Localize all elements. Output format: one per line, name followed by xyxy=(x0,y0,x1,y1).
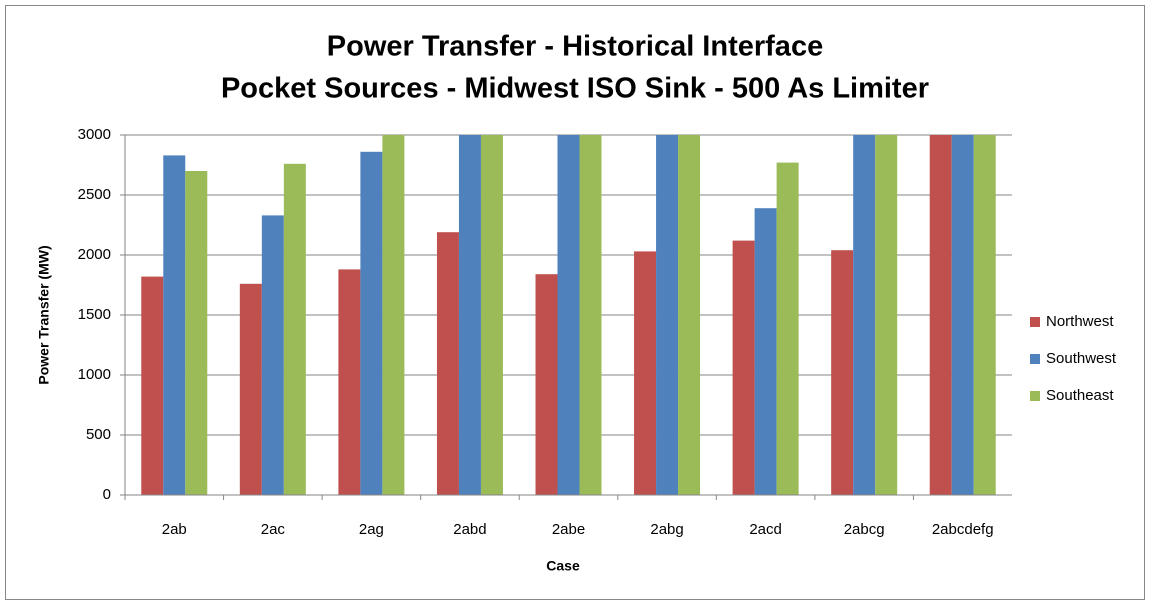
y-tick-label: 2500 xyxy=(78,186,111,203)
y-tick-label: 0 xyxy=(103,486,111,503)
bar xyxy=(776,162,799,495)
legend-swatch xyxy=(1030,354,1040,364)
chart-title: Power Transfer - Historical Interface xyxy=(327,31,823,63)
x-tick-label: 2abcg xyxy=(844,521,885,538)
bar xyxy=(239,283,262,495)
bar xyxy=(557,135,580,495)
bar xyxy=(951,135,974,495)
bar xyxy=(853,135,876,495)
bar xyxy=(656,135,679,495)
y-tick-label: 1500 xyxy=(78,306,111,323)
x-axis-title: Case xyxy=(546,558,580,574)
bar xyxy=(579,135,602,495)
y-tick-label: 500 xyxy=(86,426,111,443)
bar xyxy=(754,208,777,495)
x-tick-label: 2ab xyxy=(162,521,187,538)
x-tick-label: 2acd xyxy=(749,521,782,538)
legend-swatch xyxy=(1030,391,1040,401)
bar xyxy=(831,250,854,495)
bar xyxy=(163,155,186,495)
x-tick-label: 2abd xyxy=(453,521,486,538)
bar xyxy=(929,135,952,495)
bar xyxy=(283,163,306,496)
chart-subtitle: Pocket Sources - Midwest ISO Sink - 500 … xyxy=(221,73,929,105)
bar xyxy=(141,276,164,495)
bar xyxy=(185,171,208,495)
bar xyxy=(973,135,996,495)
x-tick-label: 2ag xyxy=(359,521,384,538)
bar xyxy=(338,269,361,495)
x-tick-label: 2abe xyxy=(552,521,585,538)
legend-swatch xyxy=(1030,317,1040,327)
legend-label: Southwest xyxy=(1046,350,1117,367)
bar xyxy=(360,151,383,496)
bar xyxy=(732,240,755,495)
x-tick-label: 2ac xyxy=(261,521,286,538)
legend-label: Northwest xyxy=(1046,313,1114,330)
x-tick-label: 2abg xyxy=(650,521,683,538)
bar xyxy=(261,215,284,495)
bar xyxy=(480,135,503,495)
y-tick-label: 3000 xyxy=(78,126,111,143)
bar xyxy=(634,251,657,495)
x-tick-label: 2abcdefg xyxy=(932,521,994,538)
legend-label: Southeast xyxy=(1046,387,1114,404)
bar xyxy=(875,135,898,495)
bar xyxy=(678,135,701,495)
y-tick-label: 1000 xyxy=(78,366,111,383)
bar xyxy=(458,135,481,495)
bar xyxy=(382,135,405,495)
y-tick-label: 2000 xyxy=(78,246,111,263)
y-axis-title: Power Transfer (MW) xyxy=(36,245,52,384)
bar xyxy=(436,232,459,495)
bar xyxy=(535,274,558,495)
